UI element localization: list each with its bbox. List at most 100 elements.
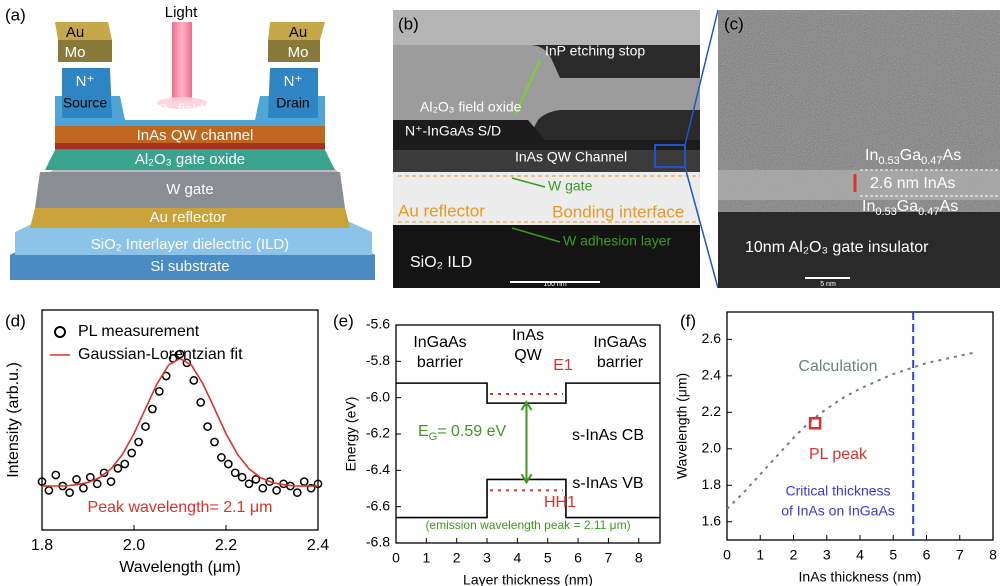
data-point bbox=[154, 387, 164, 396]
layer-label: InAs QW channel bbox=[137, 127, 254, 144]
x-tick-label: 5 bbox=[544, 550, 552, 566]
data-point bbox=[203, 422, 212, 431]
annotation: of InAs on InGaAs bbox=[781, 503, 895, 519]
x-tick-label: 4 bbox=[856, 547, 864, 563]
scale-bar-label: 100 nm bbox=[543, 281, 567, 288]
data-point bbox=[182, 358, 192, 368]
annotation: (emission wavelength peak = 2.11 μm) bbox=[425, 518, 630, 532]
x-tick-label: 2.0 bbox=[123, 537, 145, 554]
gap-label-part: E bbox=[418, 423, 429, 440]
layer-label: Al₂O₃ gate oxide bbox=[135, 151, 245, 168]
y-tick-label: 2.6 bbox=[702, 330, 722, 346]
y-axis-label: Wavelength (μm) bbox=[674, 373, 690, 479]
x-tick-label: 7 bbox=[605, 550, 613, 566]
panel-label: (f) bbox=[680, 311, 696, 330]
layer-label: Au reflector bbox=[150, 209, 227, 226]
data-point bbox=[72, 475, 81, 484]
gap-label-part: = 0.59 eV bbox=[437, 423, 506, 440]
data-point bbox=[313, 479, 323, 489]
x-tick-label: 3 bbox=[483, 550, 491, 566]
layer-label: Au bbox=[289, 24, 307, 41]
x-tick-label: 0 bbox=[723, 547, 731, 563]
data-point bbox=[299, 477, 309, 486]
annotation: Critical thickness bbox=[785, 483, 890, 499]
y-tick-label: 1.6 bbox=[702, 512, 722, 528]
y-tick-label: -5.6 bbox=[366, 316, 390, 332]
legend-label: PL measurement bbox=[78, 323, 200, 340]
data-point bbox=[92, 479, 102, 489]
x-tick-label: 6 bbox=[923, 547, 931, 563]
panel-label: (b) bbox=[398, 14, 419, 33]
legend-label: Gaussian-Lorentzian fit bbox=[78, 346, 243, 363]
x-tick-label: 8 bbox=[635, 550, 643, 566]
annotation: Peak wavelength= 2.1 μm bbox=[88, 499, 273, 516]
data-point bbox=[79, 483, 88, 493]
data-point bbox=[148, 404, 157, 414]
data-point bbox=[244, 479, 254, 489]
data-point bbox=[106, 477, 116, 486]
y-tick-label: -6.4 bbox=[366, 461, 390, 477]
panel-label: (d) bbox=[5, 311, 26, 330]
plot-frame bbox=[41, 309, 319, 531]
y-tick-label: 1.8 bbox=[702, 476, 722, 492]
device-schematic bbox=[10, 22, 375, 280]
data-point bbox=[127, 448, 137, 458]
layer-label: Mo bbox=[288, 44, 309, 61]
annotation: E1 bbox=[553, 357, 573, 374]
data-point bbox=[44, 486, 54, 495]
layer-label: Source bbox=[63, 95, 108, 111]
tem-image bbox=[393, 9, 719, 289]
data-point bbox=[223, 459, 233, 469]
x-tick-label: 2.2 bbox=[215, 537, 237, 554]
x-tick-label: 2.4 bbox=[307, 537, 329, 554]
x-tick-label: 1 bbox=[422, 550, 430, 566]
x-tick-label: 1 bbox=[756, 547, 764, 563]
data-point bbox=[230, 468, 240, 478]
annotation: HH1 bbox=[544, 494, 576, 511]
y-tick-label: -6.0 bbox=[366, 388, 390, 404]
layer-label: Si substrate bbox=[150, 258, 229, 275]
series-line bbox=[396, 382, 660, 404]
scale-bar-label: 5 nm bbox=[820, 281, 836, 288]
layer-label: W gate bbox=[166, 181, 214, 198]
annotation: 10nm Al₂O₃ gate insulator bbox=[745, 239, 929, 256]
layer-label: Mo bbox=[65, 44, 86, 61]
x-tick-label: 2 bbox=[453, 550, 461, 566]
annotation: In0.53Ga0.47As bbox=[865, 147, 961, 167]
annotation: InGaAs bbox=[593, 334, 646, 351]
data-point bbox=[51, 470, 61, 480]
gap-label: EG= 0.59 eV bbox=[418, 423, 507, 443]
layer-label: Drain bbox=[276, 95, 309, 111]
series-line bbox=[42, 357, 318, 487]
data-point bbox=[134, 437, 143, 447]
annotation: Al₂O₃ field oxide bbox=[420, 99, 522, 115]
x-tick-label: 3 bbox=[823, 547, 831, 563]
layer-label: N⁺ bbox=[284, 73, 303, 90]
layer-label: Al₂O₃ field oxide bbox=[139, 101, 241, 117]
x-axis-label: Layer thickness (nm) bbox=[463, 572, 593, 586]
annotation: N⁺-InGaAs S/D bbox=[405, 123, 501, 139]
layer-label: Au bbox=[66, 24, 84, 41]
data-point bbox=[306, 483, 316, 493]
x-tick-label: 1.8 bbox=[31, 537, 53, 554]
data-point bbox=[251, 475, 261, 484]
data-point bbox=[237, 472, 247, 482]
data-point bbox=[258, 483, 268, 493]
gap-arrow bbox=[520, 400, 533, 485]
legend-marker bbox=[54, 326, 66, 338]
series-label: Calculation bbox=[798, 358, 877, 375]
data-point bbox=[120, 459, 130, 469]
annotation: 2.6 nm InAs bbox=[870, 175, 955, 192]
annotation: InP etching stop bbox=[545, 43, 645, 59]
data-point bbox=[808, 417, 822, 430]
x-tick-label: 4 bbox=[513, 550, 521, 566]
annotation: s-InAs VB bbox=[572, 475, 643, 492]
x-axis-label: Wavelength (μm) bbox=[119, 559, 241, 576]
data-point bbox=[189, 376, 199, 385]
data-point bbox=[210, 437, 219, 447]
annotation: SiO₂ ILD bbox=[410, 254, 472, 271]
panel-label: (a) bbox=[5, 5, 26, 24]
y-axis-label: Energy (eV) bbox=[343, 397, 359, 472]
annotation: barrier bbox=[597, 354, 644, 371]
y-tick-label: 2.0 bbox=[702, 440, 722, 456]
